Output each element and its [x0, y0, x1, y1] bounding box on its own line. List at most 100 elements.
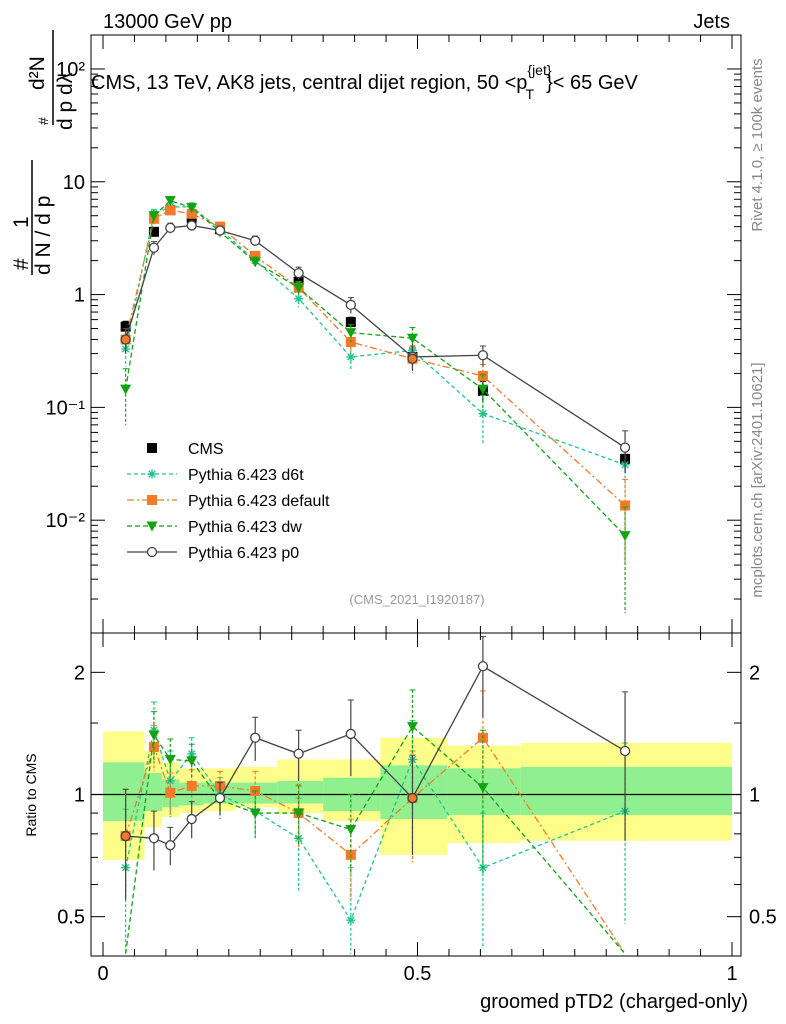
header-right: Jets — [693, 11, 730, 33]
main-point-default — [165, 205, 176, 216]
panel-title: CMS, 13 TeV, AK8 jets, central dijet reg… — [91, 62, 638, 102]
ratio-point-p0 — [214, 792, 226, 804]
ratio-point-p0 — [293, 748, 304, 759]
panel-title-end: }< 65 GeV — [546, 72, 638, 94]
legend-label: CMS — [188, 441, 224, 458]
xtick-label: 0.5 — [404, 963, 432, 985]
legend-label: Pythia 6.423 default — [188, 493, 330, 510]
mcplots-note: mcplots.cern.ch [arXiv:2401.10621] — [749, 362, 766, 597]
band-green — [520, 766, 732, 816]
main-point-dw — [148, 211, 160, 222]
ratio-point-default — [186, 780, 197, 791]
main-series-cms — [120, 205, 631, 472]
ratio-point-default — [165, 787, 176, 798]
main-point-p0 — [165, 222, 176, 234]
ratio-point-d6t — [187, 749, 197, 759]
main-point-overlap — [407, 353, 418, 364]
ratio-ytick-label-right: 1 — [749, 785, 760, 807]
ratio-point-p0 — [165, 840, 176, 851]
analysis-watermark: (CMS_2021_I1920187) — [349, 592, 484, 607]
main-point-cms — [148, 226, 159, 237]
ratio-point-overlap — [407, 792, 418, 804]
rivet-note: Rivet 4.1.0, ≥ 100k events — [749, 58, 766, 231]
legend-swatch-marker — [147, 443, 157, 453]
ratio-point-p0 — [477, 661, 489, 672]
main-point-dw — [619, 531, 631, 542]
main-point-dw — [164, 196, 176, 207]
legend-entry-d6t: Pythia 6.423 d6t — [127, 467, 304, 484]
legend-label: Pythia 6.423 d6t — [188, 467, 304, 484]
ylabel-frac: 1 — [10, 216, 33, 228]
band-green — [277, 780, 324, 804]
band-green — [447, 768, 521, 816]
main-point-cms — [120, 321, 131, 332]
ratio-series-p0 — [120, 636, 631, 900]
main-point-default — [250, 250, 261, 261]
ylabel-num: d²N — [26, 56, 49, 90]
main-point-p0 — [186, 220, 197, 231]
ratio-point-dw — [406, 722, 418, 733]
main-point-dw — [477, 384, 489, 395]
ratio-point-p0 — [250, 732, 261, 743]
ytick-label: 10 — [63, 172, 85, 194]
ytick-label: 10⁻² — [46, 510, 86, 532]
ratio-point-p0 — [186, 813, 197, 825]
legend-entry-cms: CMS — [147, 441, 224, 458]
ytick-label: 1 — [74, 285, 85, 307]
main-point-p0 — [250, 235, 261, 246]
ratio-series-dw — [124, 689, 626, 955]
series-layer: CMS Pythia 6.423 d6t Pythia 6.423 default P… — [120, 196, 631, 955]
xtick-label: 1 — [726, 963, 737, 985]
main-point-dw — [345, 328, 357, 339]
main-line-p0 — [125, 224, 626, 449]
main-line-dw — [125, 199, 626, 537]
ratio-ytick-label: 1 — [74, 785, 85, 807]
main-point-p0 — [477, 350, 489, 361]
ratio-point-p0 — [619, 745, 631, 757]
ytick-label: 10⁻¹ — [46, 397, 86, 419]
main-point-default — [620, 500, 631, 511]
x-axis-label: groomed pTD2 (charged-only) — [480, 991, 748, 1013]
legend-swatch-marker — [147, 469, 157, 479]
band-green — [144, 772, 163, 812]
main-point-dw — [406, 333, 418, 344]
main-point-p0 — [619, 442, 631, 453]
xtick-label: 0 — [97, 963, 108, 985]
main-series-dw — [120, 196, 631, 614]
ratio-point-dw — [345, 824, 357, 835]
uncertainty-bands — [103, 731, 732, 860]
main-point-dw — [249, 257, 261, 268]
legend-label: Pythia 6.423 dw — [188, 519, 302, 536]
labels-layer: 13000 GeV pp Jets CMS, 13 TeV, AK8 jets,… — [10, 11, 766, 1013]
main-point-dw — [186, 203, 198, 214]
panel-title-sup: {jet} — [527, 62, 551, 78]
ratio-point-d6t — [149, 725, 159, 735]
main-point-default — [186, 208, 197, 219]
main-point-p0 — [148, 242, 160, 253]
ratio-ytick-label: 0.5 — [57, 907, 85, 929]
main-point-dw — [120, 384, 132, 395]
ratio-point-dw — [249, 808, 261, 819]
main-point-dw — [293, 283, 305, 294]
ratio-point-dw — [293, 808, 305, 819]
legend-entry-p0: Pythia 6.423 p0 — [127, 545, 299, 562]
ratio-ytick-label-right: 2 — [749, 662, 760, 684]
band-green — [103, 762, 145, 822]
legend-swatch-marker — [146, 521, 158, 532]
ytick-label: 10² — [56, 59, 85, 81]
main-point-d6t — [346, 352, 356, 362]
main-point-p0 — [345, 299, 356, 311]
legend-label: Pythia 6.423 p0 — [188, 545, 299, 562]
main-line-default — [125, 209, 626, 506]
ylabel-hash: # — [10, 258, 33, 270]
main-line-d6t — [125, 206, 626, 466]
ratio-point-dw — [148, 730, 160, 741]
band-green — [380, 765, 448, 820]
main-point-overlap — [120, 334, 131, 345]
ylabel-denom: d N / d p — [32, 196, 55, 275]
ratio-point-dw — [186, 756, 198, 767]
top-ylabel: # 1 d N / d p # d²N d p dλ — [10, 30, 77, 275]
panel-title-sub: T — [526, 86, 535, 102]
main-point-cms — [345, 317, 356, 328]
main-series-p0 — [120, 220, 631, 474]
